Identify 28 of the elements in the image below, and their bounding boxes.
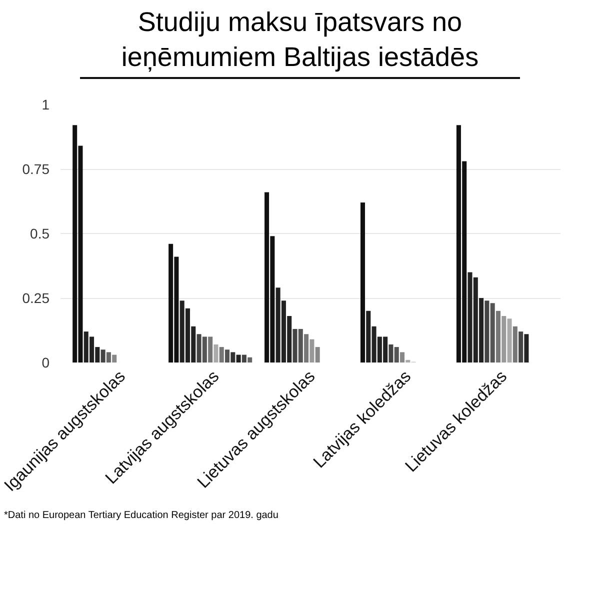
bar [394, 347, 399, 363]
bar [502, 316, 506, 363]
bar [298, 329, 303, 363]
text: *Dati no European Tertiary Education Register par 2019. gadu [4, 509, 278, 524]
bar [242, 354, 246, 363]
bar [490, 303, 495, 363]
bar [202, 336, 207, 363]
bar [524, 334, 529, 363]
bar [230, 352, 236, 363]
bar [196, 334, 202, 363]
bar [292, 329, 298, 363]
bar [315, 347, 320, 363]
y-tick-label: 0.5 [30, 226, 50, 242]
bar [248, 358, 252, 363]
bar [484, 300, 490, 363]
y-tick-label: 1 [42, 96, 50, 113]
bar [360, 202, 366, 363]
bar [208, 336, 213, 363]
bar [310, 339, 314, 363]
bar [388, 344, 394, 363]
chart-title: Studiju maksu īpatsvars no ieņēmumiem Baltijas iestādēs [120, 6, 480, 74]
bar [304, 334, 309, 363]
y-tick-label: 0.25 [22, 290, 50, 306]
bar [496, 311, 500, 363]
bar [236, 354, 241, 363]
y-tick-label: 0.75 [22, 161, 50, 178]
y-tick-label: 0 [42, 354, 50, 371]
bar [100, 350, 106, 363]
